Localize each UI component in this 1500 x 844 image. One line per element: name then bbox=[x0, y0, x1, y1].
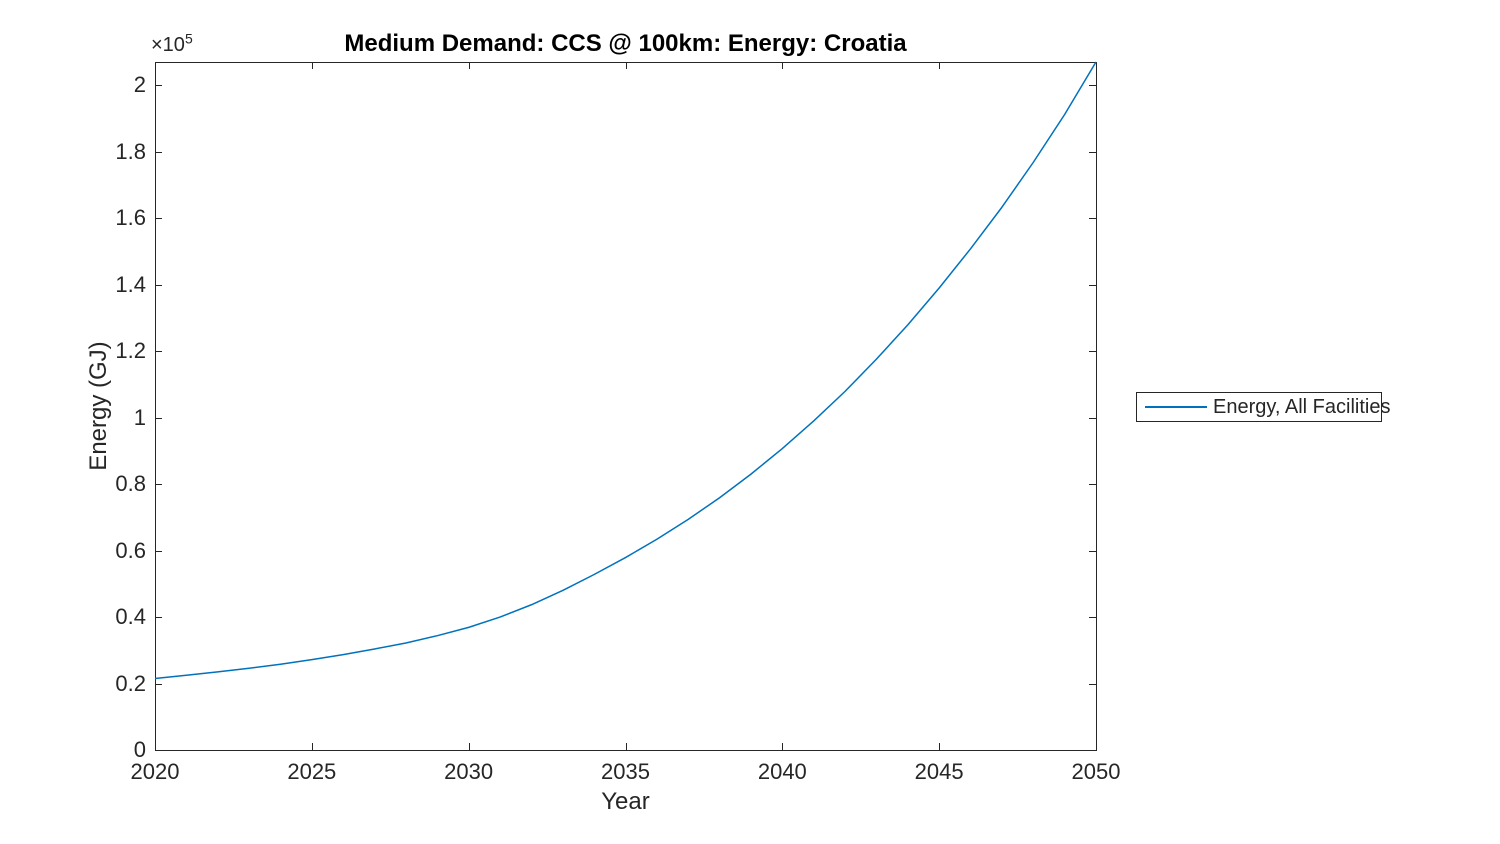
axes-box bbox=[155, 62, 1097, 751]
x-tick-label: 2050 bbox=[1071, 759, 1121, 784]
y-tick-label: 0.6 bbox=[115, 537, 146, 563]
legend-box: Energy, All Facilities bbox=[1136, 392, 1390, 422]
y-axis-multiplier-exponent: 5 bbox=[184, 30, 193, 47]
x-tick-label: 2035 bbox=[601, 759, 650, 784]
y-tick-label: 0.4 bbox=[115, 604, 146, 630]
y-tick-label: 1.8 bbox=[115, 138, 146, 164]
y-tick-label: 0.8 bbox=[115, 471, 146, 497]
x-tick-label: 2045 bbox=[914, 759, 964, 784]
y-tick-label: 1.4 bbox=[115, 271, 146, 297]
x-tick-label: 2020 bbox=[130, 759, 180, 784]
y-tick-label: 1.6 bbox=[115, 205, 146, 231]
y-tick-label: 1 bbox=[133, 404, 146, 430]
y-tick-label: 2 bbox=[133, 72, 146, 98]
y-axis-multiplier-base: ×10 bbox=[151, 34, 185, 56]
series-line bbox=[154, 61, 1097, 680]
y-tick-label: 0.2 bbox=[115, 670, 146, 696]
y-tick-label: 0 bbox=[133, 737, 146, 762]
x-tick-label: 2025 bbox=[287, 759, 337, 784]
x-axis-label: Year bbox=[601, 788, 650, 815]
legend-line-sample-icon bbox=[1145, 406, 1207, 408]
y-axis-multiplier: ×105 bbox=[151, 31, 193, 57]
legend-label: Energy, All Facilities bbox=[1213, 395, 1391, 418]
chart-title: Medium Demand: CCS @ 100km: Energy: Croa… bbox=[344, 30, 907, 57]
x-tick-label: 2030 bbox=[444, 759, 494, 784]
y-tick-label: 1.2 bbox=[115, 338, 146, 364]
x-tick-label: 2040 bbox=[757, 759, 807, 784]
